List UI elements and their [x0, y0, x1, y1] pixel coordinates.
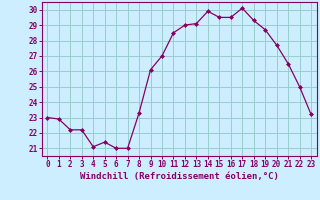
- X-axis label: Windchill (Refroidissement éolien,°C): Windchill (Refroidissement éolien,°C): [80, 172, 279, 181]
